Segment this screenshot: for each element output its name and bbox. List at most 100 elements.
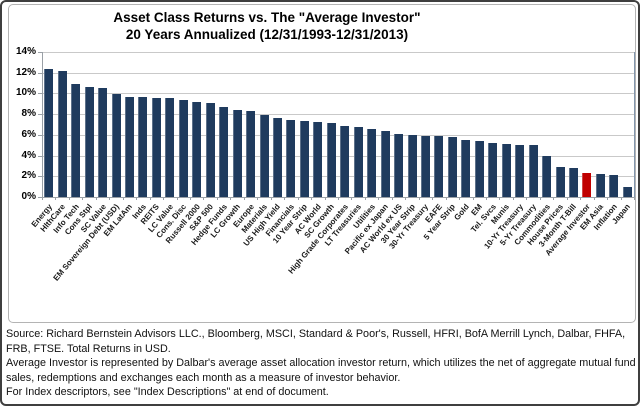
bar [44, 68, 54, 197]
x-axis-tick [284, 197, 286, 200]
x-axis-tick [378, 197, 380, 200]
gridline [42, 72, 634, 74]
bar [528, 145, 538, 197]
gridline [42, 93, 634, 95]
x-axis-tick [553, 197, 555, 200]
gridline [42, 52, 634, 53]
bar [542, 155, 552, 197]
plot-area: 0% 2% 4% 6% 8% 10% 12% 14% Energy HlthCare Info Te… [2, 2, 638, 332]
y-axis-tick [38, 52, 42, 53]
y-axis-tick-label: 12% [15, 66, 36, 78]
bar [461, 140, 471, 197]
bar [515, 144, 525, 197]
x-axis-tick [163, 197, 165, 200]
x-axis-tick [459, 197, 461, 200]
bar [219, 106, 229, 197]
chart-subtitle: 20 Years Annualized (12/31/1993-12/31/20… [125, 27, 409, 42]
bar [57, 70, 67, 197]
bar [434, 135, 444, 197]
x-axis-tick [364, 197, 366, 200]
x-axis-tick [243, 197, 245, 200]
bar [246, 111, 256, 197]
y-axis-tick [38, 197, 42, 198]
x-axis-tick [351, 197, 353, 200]
bar [501, 144, 511, 197]
bar [568, 168, 578, 197]
y-axis-tick-label: 2% [21, 170, 36, 182]
x-axis-tick [593, 197, 595, 200]
x-axis-tick [149, 197, 151, 200]
x-axis-tick [122, 197, 124, 200]
bar [447, 136, 457, 197]
bar [420, 135, 430, 197]
footer: Source: Richard Bernstein Advisors LLC.,… [6, 327, 638, 400]
bar [178, 99, 188, 197]
y-axis-tick [38, 176, 42, 178]
y-axis-tick [38, 155, 42, 157]
x-axis-tick [580, 197, 582, 200]
bar [474, 141, 484, 197]
x-axis-tick [190, 197, 191, 200]
x-axis-tick [136, 197, 138, 200]
y-axis-tick-label: 6% [21, 128, 36, 140]
bar [286, 120, 296, 197]
y-axis-tick [38, 114, 42, 116]
x-axis-tick [257, 197, 259, 200]
x-axis-tick [216, 197, 218, 200]
chart-title-block: Asset Class Returns vs. The "Average Inv… [2, 9, 532, 43]
bar [98, 88, 108, 197]
bar [71, 84, 81, 197]
bar [138, 96, 148, 197]
x-axis-tick [620, 197, 622, 200]
x-axis-tick [512, 197, 514, 200]
footer-note-average-investor: Average Investor is represented by Dalba… [6, 357, 636, 384]
x-axis-tick [432, 197, 434, 200]
y-axis-line [42, 52, 43, 197]
bar [353, 126, 363, 197]
x-axis-tick [176, 197, 178, 200]
x-axis-tick [472, 197, 474, 200]
bar [84, 87, 94, 197]
y-axis-tick-label: 0% [21, 191, 36, 202]
x-axis-tick [418, 197, 420, 200]
x-axis-tick [324, 197, 326, 200]
x-axis-tick [270, 197, 272, 200]
bar [407, 134, 417, 197]
bar [151, 97, 161, 197]
gridline [42, 155, 634, 157]
bar [165, 97, 175, 197]
x-axis-tick [55, 197, 57, 200]
bar [272, 118, 282, 197]
x-axis-tick [68, 197, 70, 200]
bar [299, 121, 309, 197]
bar [192, 101, 202, 197]
x-axis-tick [82, 197, 84, 200]
bar [595, 174, 605, 197]
y-axis-tick-label: 10% [15, 87, 36, 99]
x-axis-tick [499, 197, 501, 200]
x-axis-tick [539, 197, 541, 200]
bar [205, 102, 215, 197]
gridline [42, 176, 634, 178]
bar [124, 96, 134, 197]
bar [488, 143, 498, 197]
footer-source: Source: Richard Bernstein Advisors LLC.,… [6, 328, 626, 355]
x-axis-tick [607, 197, 609, 200]
bar [340, 125, 350, 197]
x-axis-tick [311, 197, 313, 200]
chart-title: Asset Class Returns vs. The "Average Inv… [113, 10, 421, 25]
bar [111, 94, 121, 197]
plot-right-border [634, 52, 635, 197]
y-axis-tick-label: 8% [21, 108, 36, 120]
x-axis-tick [405, 197, 407, 200]
x-axis-tick [486, 197, 487, 200]
bar [313, 122, 323, 197]
bar [259, 115, 269, 197]
y-axis-tick-label: 14% [15, 46, 36, 57]
bar [394, 133, 404, 197]
gridline [42, 114, 634, 116]
bar [555, 166, 565, 197]
bar [609, 175, 619, 197]
y-axis-tick [38, 134, 42, 136]
